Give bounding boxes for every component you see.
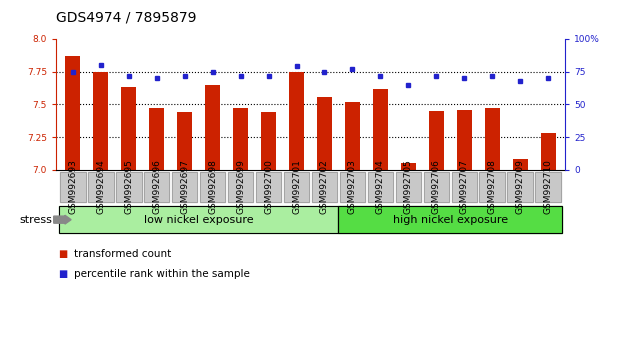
Text: percentile rank within the sample: percentile rank within the sample bbox=[75, 269, 250, 279]
Text: GSM992706: GSM992706 bbox=[432, 159, 441, 214]
Bar bbox=[484, 108, 500, 170]
Bar bbox=[261, 112, 276, 170]
Text: GSM992693: GSM992693 bbox=[68, 159, 77, 214]
Text: GSM992701: GSM992701 bbox=[292, 159, 301, 214]
Text: low nickel exposure: low nickel exposure bbox=[144, 215, 253, 225]
Bar bbox=[233, 108, 248, 170]
Bar bbox=[428, 111, 444, 170]
Text: GSM992699: GSM992699 bbox=[236, 159, 245, 214]
Bar bbox=[121, 87, 137, 170]
Bar bbox=[289, 72, 304, 170]
Bar bbox=[373, 89, 388, 170]
Text: GSM992702: GSM992702 bbox=[320, 159, 329, 214]
Text: GSM992700: GSM992700 bbox=[264, 159, 273, 214]
Text: GSM992704: GSM992704 bbox=[376, 159, 385, 214]
Text: ■: ■ bbox=[59, 249, 71, 259]
Text: GSM992695: GSM992695 bbox=[124, 159, 133, 214]
Text: GSM992694: GSM992694 bbox=[96, 159, 105, 214]
Text: ■: ■ bbox=[59, 269, 71, 279]
Bar bbox=[541, 133, 556, 170]
Text: GSM992709: GSM992709 bbox=[516, 159, 525, 214]
Bar bbox=[65, 56, 80, 170]
Text: GSM992697: GSM992697 bbox=[180, 159, 189, 214]
Bar bbox=[513, 159, 528, 170]
Bar bbox=[93, 72, 108, 170]
Text: GSM992708: GSM992708 bbox=[488, 159, 497, 214]
Text: GSM992710: GSM992710 bbox=[544, 159, 553, 214]
Text: GSM992703: GSM992703 bbox=[348, 159, 357, 214]
Bar bbox=[205, 85, 220, 170]
Text: GSM992707: GSM992707 bbox=[460, 159, 469, 214]
Text: GSM992698: GSM992698 bbox=[208, 159, 217, 214]
Bar bbox=[456, 110, 472, 170]
Text: GSM992696: GSM992696 bbox=[152, 159, 161, 214]
Text: GDS4974 / 7895879: GDS4974 / 7895879 bbox=[56, 11, 196, 25]
Bar bbox=[401, 163, 416, 170]
Bar bbox=[177, 112, 193, 170]
Text: high nickel exposure: high nickel exposure bbox=[393, 215, 508, 225]
Bar bbox=[345, 102, 360, 170]
Bar bbox=[149, 108, 165, 170]
Text: stress: stress bbox=[19, 215, 52, 225]
Bar bbox=[317, 97, 332, 170]
Text: transformed count: transformed count bbox=[75, 249, 171, 259]
Text: GSM992705: GSM992705 bbox=[404, 159, 413, 214]
